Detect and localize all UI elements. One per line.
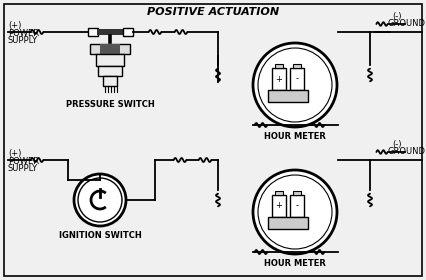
- Text: POWER: POWER: [8, 29, 39, 38]
- Text: (+): (+): [8, 149, 21, 158]
- FancyBboxPatch shape: [275, 191, 283, 195]
- FancyBboxPatch shape: [90, 44, 130, 54]
- Text: HOUR METER: HOUR METER: [264, 259, 326, 268]
- FancyBboxPatch shape: [100, 44, 120, 54]
- Circle shape: [253, 170, 337, 254]
- Text: +: +: [276, 74, 282, 83]
- FancyBboxPatch shape: [293, 191, 301, 195]
- Text: POWER: POWER: [8, 157, 39, 166]
- Circle shape: [258, 48, 332, 122]
- FancyBboxPatch shape: [268, 217, 308, 229]
- Text: (-): (-): [392, 12, 401, 21]
- Text: -: -: [296, 74, 299, 83]
- FancyBboxPatch shape: [275, 64, 283, 68]
- FancyBboxPatch shape: [272, 195, 286, 217]
- Text: SUPPLY: SUPPLY: [8, 36, 38, 45]
- FancyBboxPatch shape: [290, 195, 304, 217]
- Text: -: -: [296, 202, 299, 211]
- Circle shape: [253, 43, 337, 127]
- Text: (-): (-): [392, 140, 401, 149]
- Text: SUPPLY: SUPPLY: [8, 164, 38, 173]
- FancyBboxPatch shape: [103, 76, 117, 86]
- Text: +: +: [276, 202, 282, 211]
- FancyBboxPatch shape: [4, 4, 422, 276]
- Text: PRESSURE SWITCH: PRESSURE SWITCH: [66, 100, 154, 109]
- FancyBboxPatch shape: [97, 29, 123, 35]
- Circle shape: [258, 175, 332, 249]
- Text: GROUND: GROUND: [388, 19, 426, 28]
- Text: HOUR METER: HOUR METER: [264, 132, 326, 141]
- FancyBboxPatch shape: [272, 68, 286, 90]
- Text: (+): (+): [8, 21, 21, 30]
- FancyBboxPatch shape: [268, 90, 308, 102]
- Text: IGNITION SWITCH: IGNITION SWITCH: [59, 231, 141, 240]
- Text: GROUND: GROUND: [388, 147, 426, 156]
- FancyBboxPatch shape: [293, 64, 301, 68]
- Text: POSITIVE ACTUATION: POSITIVE ACTUATION: [147, 7, 279, 17]
- FancyBboxPatch shape: [123, 28, 133, 36]
- FancyBboxPatch shape: [290, 68, 304, 90]
- Circle shape: [78, 178, 122, 222]
- FancyBboxPatch shape: [98, 66, 122, 76]
- Circle shape: [74, 174, 126, 226]
- FancyBboxPatch shape: [88, 28, 98, 36]
- FancyBboxPatch shape: [96, 54, 124, 66]
